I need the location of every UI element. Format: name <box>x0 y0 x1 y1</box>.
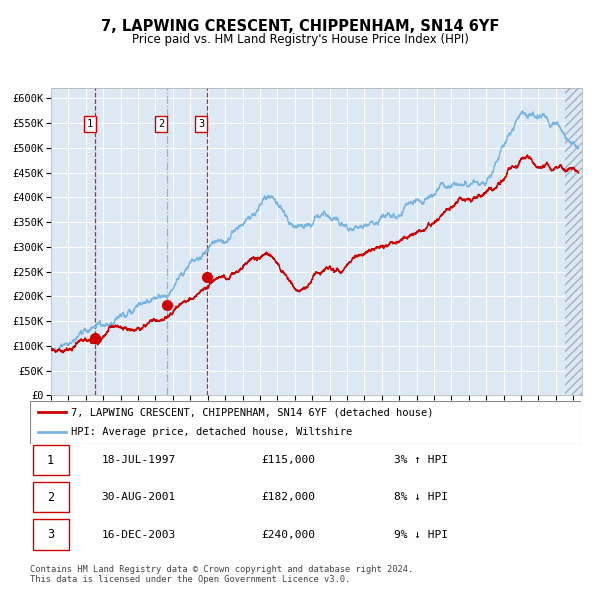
Text: Price paid vs. HM Land Registry's House Price Index (HPI): Price paid vs. HM Land Registry's House … <box>131 33 469 46</box>
Text: 9% ↓ HPI: 9% ↓ HPI <box>394 530 448 539</box>
Text: 2: 2 <box>47 491 54 504</box>
Text: 1: 1 <box>86 119 93 129</box>
Text: Contains HM Land Registry data © Crown copyright and database right 2024.
This d: Contains HM Land Registry data © Crown c… <box>30 565 413 584</box>
Bar <box>565 88 582 395</box>
FancyBboxPatch shape <box>33 445 68 476</box>
Text: 3% ↑ HPI: 3% ↑ HPI <box>394 455 448 465</box>
Text: £115,000: £115,000 <box>262 455 316 465</box>
Text: 3: 3 <box>198 119 205 129</box>
Text: £182,000: £182,000 <box>262 493 316 502</box>
Text: 16-DEC-2003: 16-DEC-2003 <box>101 530 176 539</box>
Text: 3: 3 <box>47 528 54 541</box>
FancyBboxPatch shape <box>33 482 68 513</box>
FancyBboxPatch shape <box>33 519 68 550</box>
Text: £240,000: £240,000 <box>262 530 316 539</box>
FancyBboxPatch shape <box>30 401 581 444</box>
Text: 30-AUG-2001: 30-AUG-2001 <box>101 493 176 502</box>
Text: 1: 1 <box>47 454 54 467</box>
Text: 7, LAPWING CRESCENT, CHIPPENHAM, SN14 6YF: 7, LAPWING CRESCENT, CHIPPENHAM, SN14 6Y… <box>101 19 499 34</box>
Text: 8% ↓ HPI: 8% ↓ HPI <box>394 493 448 502</box>
Text: 2: 2 <box>158 119 164 129</box>
Text: HPI: Average price, detached house, Wiltshire: HPI: Average price, detached house, Wilt… <box>71 427 353 437</box>
Text: 18-JUL-1997: 18-JUL-1997 <box>101 455 176 465</box>
Text: 7, LAPWING CRESCENT, CHIPPENHAM, SN14 6YF (detached house): 7, LAPWING CRESCENT, CHIPPENHAM, SN14 6Y… <box>71 407 434 417</box>
